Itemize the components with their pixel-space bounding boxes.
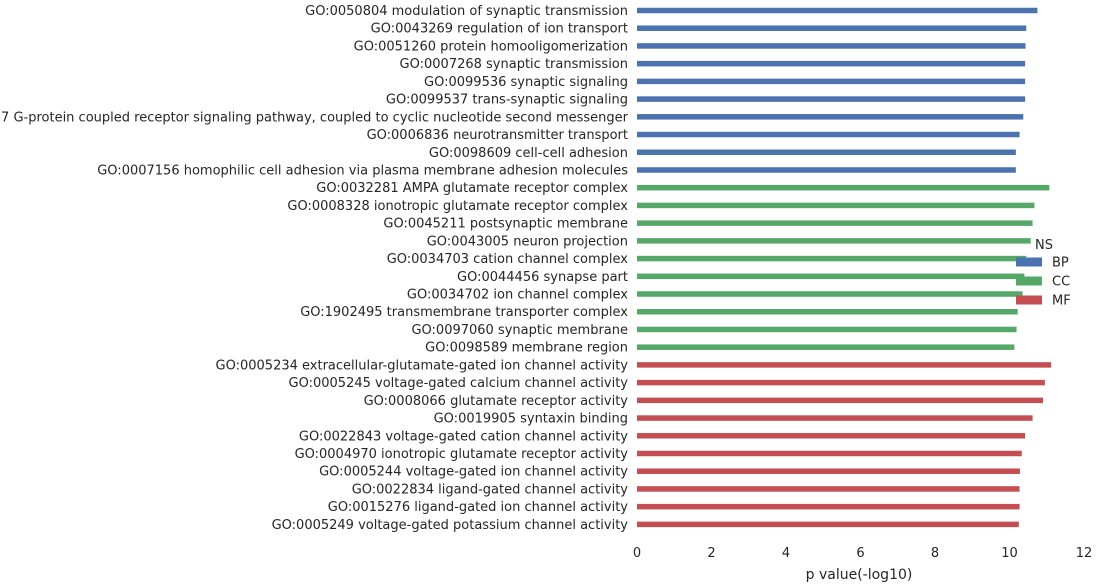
legend-swatch-bp: [1016, 257, 1042, 267]
category-label: GO:0005244 voltage-gated ion channel act…: [319, 465, 628, 480]
x-tick-label: 10: [1001, 546, 1018, 561]
bar-bp: [637, 167, 1016, 173]
category-label: GO:0005249 voltage-gated potassium chann…: [272, 518, 629, 533]
bar-mf: [637, 468, 1020, 474]
bar-bp: [637, 131, 1020, 138]
bar-bp: [637, 60, 1026, 67]
category-label: GO:0004970 ionotropic glutamate receptor…: [295, 447, 629, 462]
category-label: GO:0005245 voltage-gated calcium channel…: [289, 376, 629, 391]
legend-label-cc: CC: [1052, 275, 1070, 290]
bar-bp: [637, 25, 1027, 31]
bar-cc: [637, 291, 1023, 297]
category-label: GO:0034702 ion channel complex: [407, 288, 628, 303]
category-label: GO:0022834 ligand-gated channel activity: [352, 482, 629, 497]
category-label: GO:1902495 transmembrane transporter com…: [300, 305, 628, 320]
category-label: GO:0008066 glutamate receptor activity: [364, 394, 629, 409]
bar-cc: [637, 273, 1025, 280]
x-tick-label: 12: [1076, 546, 1093, 561]
x-tick-label: 2: [707, 546, 715, 561]
legend-title: NS: [1035, 238, 1053, 253]
category-label: GO:0050804 modulation of synaptic transm…: [305, 4, 628, 19]
bar-mf: [637, 362, 1052, 368]
bar-cc: [637, 326, 1017, 333]
bar-cc: [637, 184, 1050, 191]
category-label: GO:0099536 synaptic signaling: [424, 75, 628, 90]
x-tick-label: 6: [856, 546, 864, 561]
x-tick-label: 0: [633, 546, 641, 561]
category-label: GO:0098589 membrane region: [425, 341, 628, 356]
bar-mf: [637, 521, 1019, 528]
bar-cc: [637, 202, 1035, 209]
category-label: GO:0019905 syntaxin binding: [434, 412, 628, 427]
bar-cc: [637, 308, 1018, 315]
bar-mf: [637, 433, 1026, 439]
legend: NS BP CC MF: [1016, 238, 1071, 309]
bars-layer: [637, 7, 1052, 528]
bar-mf: [637, 503, 1020, 510]
legend-label-bp: BP: [1052, 256, 1069, 271]
bar-mf: [637, 379, 1045, 386]
bar-bp: [637, 96, 1026, 102]
category-label: GO:0022843 voltage-gated cation channel …: [299, 429, 628, 444]
bar-bp: [637, 149, 1016, 156]
legend-swatch-mf: [1016, 295, 1042, 305]
category-label: GO:0044456 synapse part: [457, 270, 628, 285]
bar-mf: [637, 486, 1020, 492]
bar-cc: [637, 238, 1031, 244]
category-label: GO:0043005 neuron projection: [427, 234, 628, 249]
category-label: GO:0099537 trans-synaptic signaling: [386, 93, 628, 108]
category-label: GO:0043269 regulation of ion transport: [371, 22, 628, 37]
x-axis: 0 2 4 6 8 10 12: [633, 546, 1092, 561]
x-tick-label: 8: [931, 546, 939, 561]
category-label: GO:0097060 synaptic membrane: [411, 323, 628, 338]
category-label: GO:0032281 AMPA glutamate receptor compl…: [316, 181, 628, 196]
category-label: GO:0034703 cation channel complex: [387, 252, 629, 267]
bar-cc: [637, 220, 1033, 226]
bar-bp: [637, 114, 1024, 120]
legend-swatch-cc: [1016, 276, 1042, 286]
category-label: GO:0008328 ionotropic glutamate receptor…: [287, 199, 628, 214]
bar-cc: [637, 344, 1015, 350]
category-label: GO:0051260 protein homooligomerization: [354, 39, 628, 54]
bar-mf: [637, 450, 1022, 457]
category-label: GO:0005234 extracellular-glutamate-gated…: [216, 358, 629, 373]
category-label: GO:0098609 cell-cell adhesion: [429, 146, 628, 161]
legend-label-mf: MF: [1052, 294, 1071, 309]
category-label: GO:0007268 synaptic transmission: [400, 57, 628, 72]
category-label: GO:0007187 G-protein coupled receptor si…: [0, 110, 629, 125]
bar-mf: [637, 397, 1044, 404]
category-label: GO:0045211 postsynaptic membrane: [383, 217, 628, 232]
bar-mf: [637, 415, 1033, 421]
x-axis-title: p value(-log10): [806, 567, 913, 583]
bar-cc: [637, 255, 1027, 262]
category-label: GO:0007156 homophilic cell adhesion via …: [97, 163, 628, 178]
bar-bp: [637, 78, 1026, 85]
category-label: GO:0006836 neurotransmitter transport: [367, 128, 628, 143]
category-labels: GO:0050804 modulation of synaptic transm…: [0, 4, 629, 533]
bar-bp: [637, 43, 1026, 49]
x-tick-label: 4: [782, 546, 790, 561]
bar-bp: [637, 7, 1038, 14]
category-label: GO:0015276 ligand-gated ion channel acti…: [328, 500, 629, 515]
